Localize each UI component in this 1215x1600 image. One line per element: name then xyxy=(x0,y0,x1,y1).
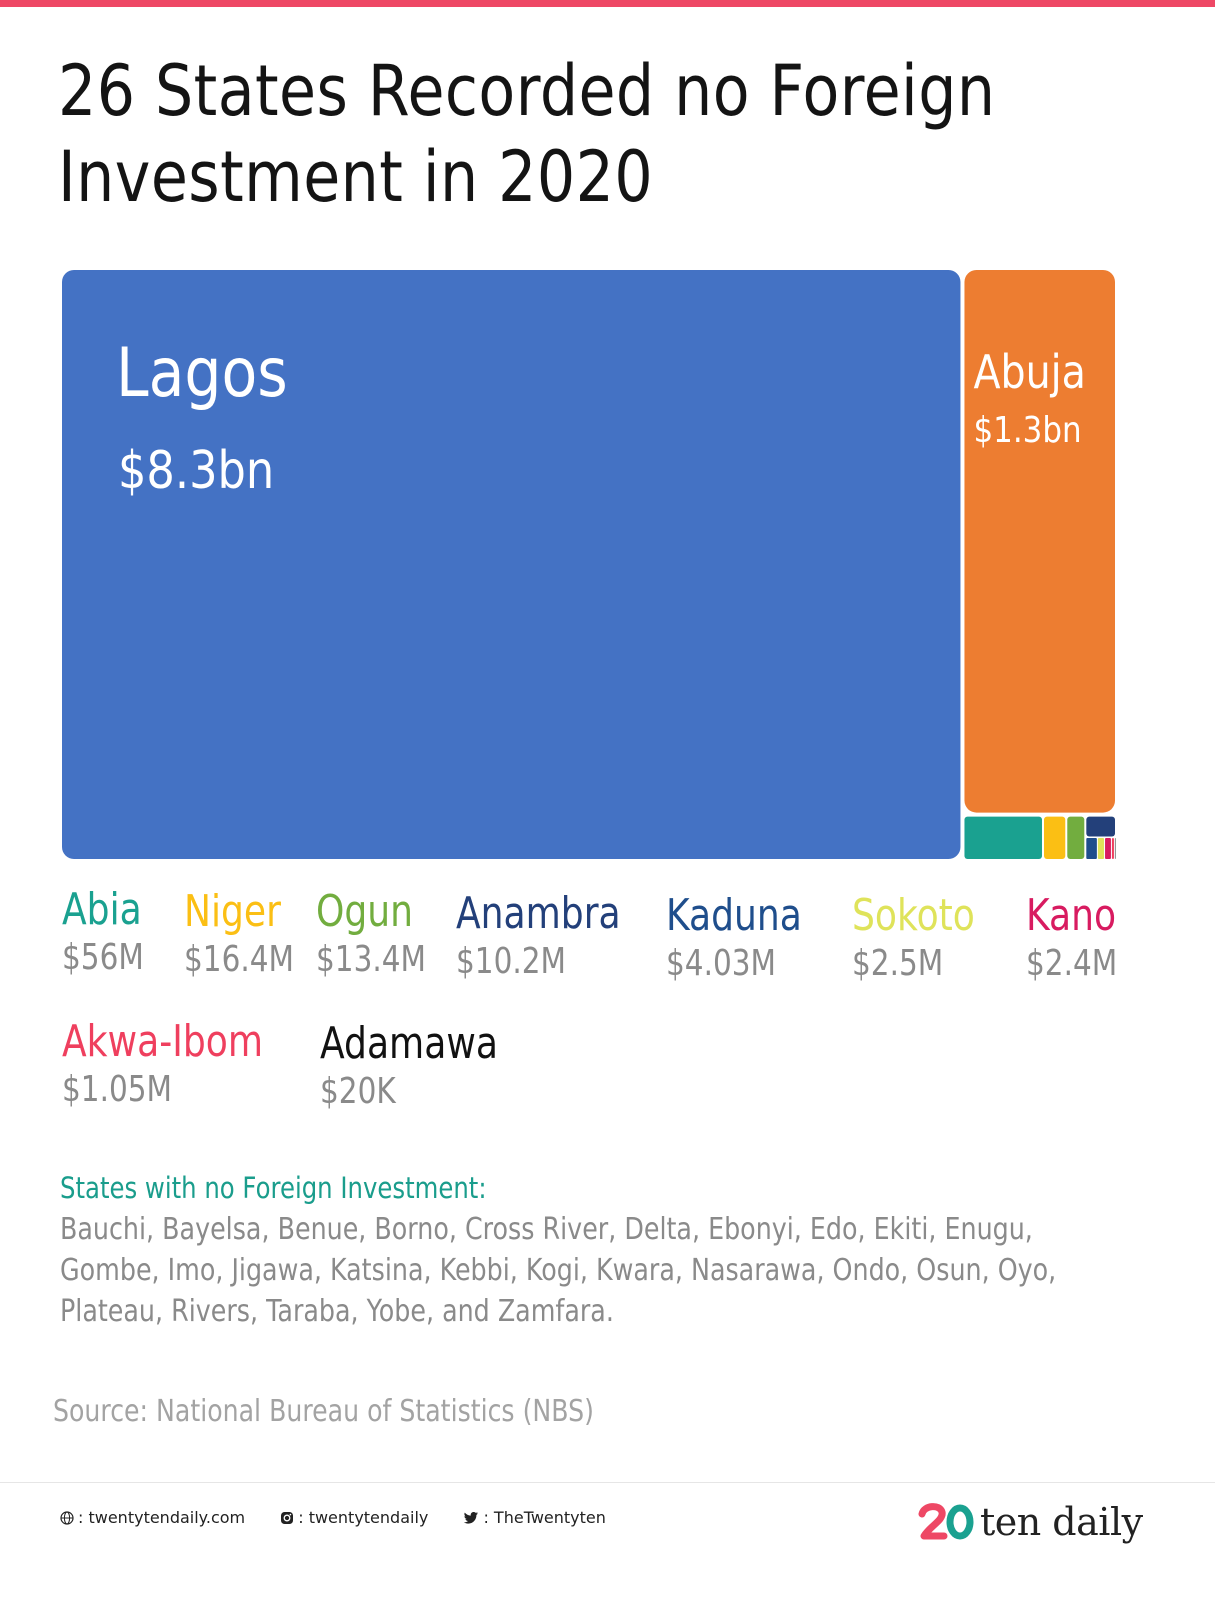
treemap-tile-akwa-ibom xyxy=(1111,838,1114,859)
legend-name-niger: Niger xyxy=(184,886,281,937)
treemap-tile-adamawa xyxy=(1114,838,1116,859)
legend-name-kaduna: Kaduna xyxy=(666,890,802,941)
footer-website-link[interactable]: : twentytendaily.com xyxy=(60,1508,245,1527)
legend-name-abia: Abia xyxy=(62,884,142,935)
treemap-tile-anambra xyxy=(1086,816,1115,837)
legend-value-sokoto: $2.5M xyxy=(852,943,944,984)
treemap-tile-abuja xyxy=(964,270,1115,813)
treemap-tile-niger xyxy=(1043,816,1066,859)
chart-title-line-1: 26 States Recorded no Foreign xyxy=(58,50,996,132)
legend-value-kaduna: $4.03M xyxy=(666,943,776,984)
footer-instagram-text: : twentytendaily xyxy=(298,1508,429,1527)
instagram-icon xyxy=(281,1511,294,1524)
treemap-tile-kano xyxy=(1105,838,1111,859)
treemap-tile-kaduna xyxy=(1086,838,1097,859)
globe-icon xyxy=(60,1510,74,1525)
twentyten-logo-mark xyxy=(918,1503,974,1540)
top-accent-bar xyxy=(0,0,1215,7)
legend-item-adamawa: Adamawa $20K xyxy=(320,1018,537,1114)
legend-name-ogun: Ogun xyxy=(316,886,414,937)
twitter-icon xyxy=(464,1511,479,1524)
treemap-name-lagos: Lagos xyxy=(116,333,288,412)
treemap-tile-sokoto xyxy=(1097,838,1105,859)
legend-name-akwa-ibom: Akwa-Ibom xyxy=(62,1016,263,1067)
treemap-value-lagos: $8.3bn xyxy=(118,441,274,501)
legend-item-akwa-ibom: Akwa-Ibom $1.05M xyxy=(62,1016,307,1112)
legend-value-niger: $16.4M xyxy=(184,939,294,980)
legend-name-anambra: Anambra xyxy=(456,888,621,939)
legend-item-abia: Abia $56M xyxy=(62,884,162,980)
footer-social-links: : twentytendaily.com : twentytendaily : … xyxy=(60,1508,636,1529)
legend-value-akwa-ibom: $1.05M xyxy=(62,1069,172,1110)
legend-item-kano: Kano $2.4M xyxy=(1026,890,1137,986)
legend-name-sokoto: Sokoto xyxy=(852,890,975,941)
legend-item-sokoto: Sokoto $2.5M xyxy=(852,890,1002,986)
logo-text: ten daily xyxy=(980,1500,1143,1544)
treemap-tile-abia xyxy=(964,816,1042,859)
source-note: Source: National Bureau of Statistics (N… xyxy=(53,1394,594,1429)
legend-value-kano: $2.4M xyxy=(1026,943,1118,984)
footer-twitter-link[interactable]: : TheTwentyten xyxy=(463,1508,606,1527)
chart-title: 26 States Recorded no Foreign Investment… xyxy=(58,48,1004,220)
legend-value-anambra: $10.2M xyxy=(456,941,566,982)
no-investment-list: Bauchi, Bayelsa, Benue, Borno, Cross Riv… xyxy=(60,1212,1057,1329)
legend-value-adamawa: $20K xyxy=(320,1071,396,1112)
legend-item-kaduna: Kaduna $4.03M xyxy=(666,890,832,986)
treemap-tile-lagos xyxy=(62,270,961,859)
footer-divider xyxy=(0,1482,1215,1483)
footer-twitter-text: : TheTwentyten xyxy=(483,1508,606,1527)
legend-item-niger: Niger $16.4M xyxy=(184,886,318,982)
chart-title-line-2: Investment in 2020 xyxy=(58,136,654,218)
footer-instagram-link[interactable]: : twentytendaily xyxy=(280,1508,428,1527)
twentyten-logo: ten daily xyxy=(918,1500,1143,1544)
legend-item-anambra: Anambra $10.2M xyxy=(456,888,657,984)
treemap-value-abuja: $1.3bn xyxy=(973,409,1081,451)
legend-item-ogun: Ogun $13.4M xyxy=(316,886,450,982)
legend-value-ogun: $13.4M xyxy=(316,939,426,980)
footer-website-text: : twentytendaily.com xyxy=(78,1508,246,1527)
treemap-tile-ogun xyxy=(1067,816,1085,859)
legend-name-kano: Kano xyxy=(1026,890,1117,941)
legend-name-adamawa: Adamawa xyxy=(320,1018,498,1069)
treemap-name-abuja: Abuja xyxy=(973,346,1085,400)
no-investment-heading: States with no Foreign Investment: xyxy=(60,1171,487,1205)
legend-value-abia: $56M xyxy=(62,937,144,978)
treemap-chart: Lagos $8.3bn Abuja $1.3bn xyxy=(62,270,1116,859)
